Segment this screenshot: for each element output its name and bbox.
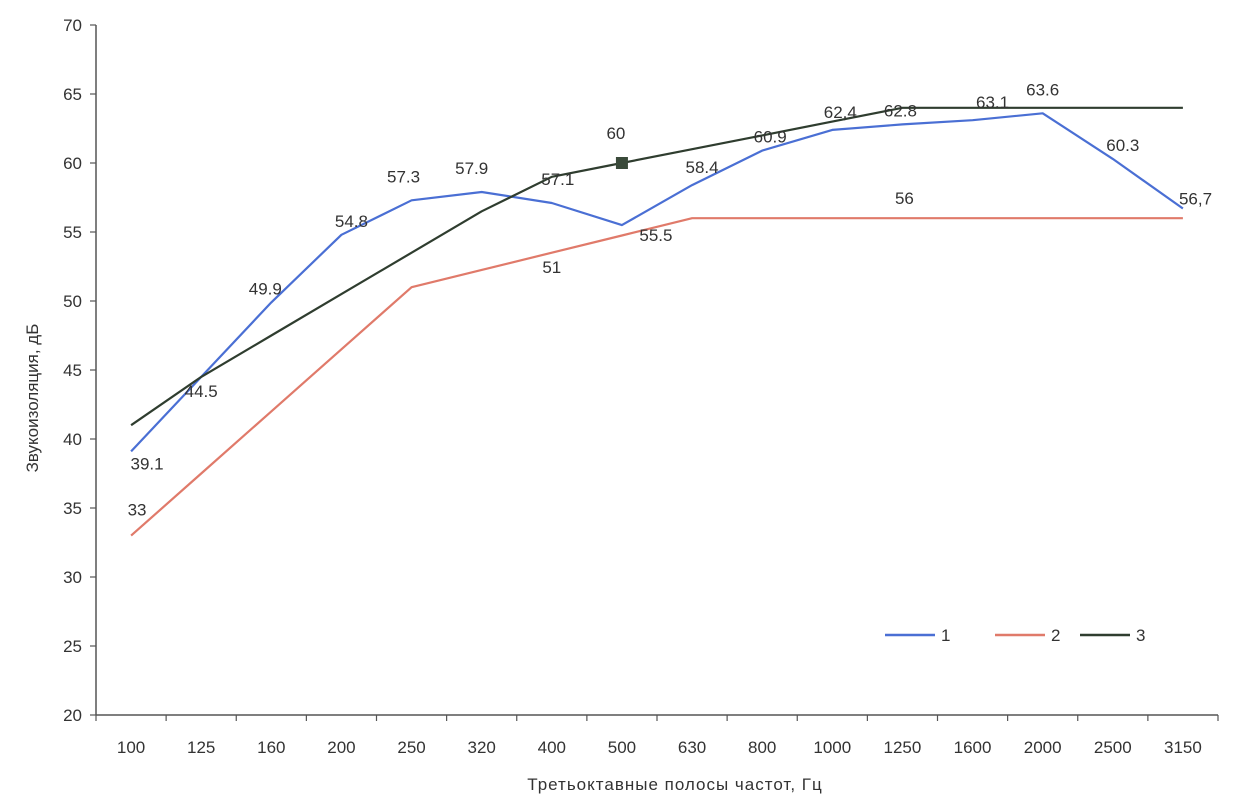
x-tick-label: 500: [608, 738, 636, 757]
x-tick-label: 250: [397, 738, 425, 757]
legend-label-1: 1: [941, 626, 950, 645]
series-1-data-label: 54.8: [335, 212, 368, 231]
x-tick-label: 1000: [813, 738, 851, 757]
y-tick-label: 25: [63, 637, 82, 656]
series-1-data-label: 44.5: [185, 382, 218, 401]
series-2-data-label: 51: [542, 258, 561, 277]
series-1-data-label: 57.3: [387, 167, 420, 186]
series-3-data-label: 60: [606, 124, 625, 143]
x-tick-label: 1600: [954, 738, 992, 757]
x-tick-label: 125: [187, 738, 215, 757]
y-tick-label: 45: [63, 361, 82, 380]
series-1-data-label: 57.1: [541, 170, 574, 189]
series-3-line: [130, 106, 1183, 427]
y-tick-label: 40: [63, 430, 82, 449]
x-tick-label: 320: [468, 738, 496, 757]
series-2-data-label: 33: [128, 501, 147, 520]
y-tick-label: 55: [63, 223, 82, 242]
series-1-data-label: 49.9: [249, 279, 282, 298]
y-tick-label: 60: [63, 154, 82, 173]
y-tick-label: 70: [63, 16, 82, 35]
series-1-data-label: 55.5: [639, 226, 672, 245]
legend-label-3: 3: [1136, 626, 1145, 645]
y-tick-label: 35: [63, 499, 82, 518]
series-1-data-label: 60.9: [754, 128, 787, 147]
x-tick-label: 800: [748, 738, 776, 757]
x-tick-label: 2000: [1024, 738, 1062, 757]
legend: 1 2 3: [885, 626, 1145, 645]
series-3-marker: [615, 157, 628, 169]
y-axis-title: Звукоизоляция, дБ: [23, 324, 42, 473]
x-tick-label: 630: [678, 738, 706, 757]
series-1-data-label: 62.8: [884, 101, 917, 120]
x-tick-label: 400: [538, 738, 566, 757]
y-tick-label: 30: [63, 568, 82, 587]
series-1-data-label: 62,4: [824, 103, 857, 122]
legend-label-2: 2: [1051, 626, 1060, 645]
series-1-data-label: 63.1: [976, 93, 1009, 112]
series-1-data-label: 60.3: [1106, 136, 1139, 155]
x-tick-label: 100: [117, 738, 145, 757]
series-2-line: [130, 217, 1183, 537]
series-1-data-label: 63.6: [1026, 80, 1059, 99]
series-1-line: [130, 112, 1184, 453]
series-1-data-label: 56,7: [1179, 190, 1212, 209]
x-tick-label: 160: [257, 738, 285, 757]
x-tick-label: 1250: [884, 738, 922, 757]
x-tick-label: 3150: [1164, 738, 1202, 757]
data-labels: 39.1 44.5 49.9 54.8 57.3 57.9 57.1 55.5 58.4 60.9…: [128, 80, 1212, 519]
y-tick-label: 65: [63, 85, 82, 104]
series-1-data-label: 39.1: [131, 454, 164, 473]
series-1-data-label: 57.9: [455, 159, 488, 178]
y-tick-label: 20: [63, 706, 82, 725]
series-1-data-label: 58.4: [686, 158, 719, 177]
y-tick-label: 50: [63, 292, 82, 311]
series-2-data-label: 56: [895, 189, 914, 208]
x-tick-label: 2500: [1094, 738, 1132, 757]
x-axis-title: Третьоктавные полосы частот, Гц: [527, 775, 822, 794]
x-tick-label: 200: [327, 738, 355, 757]
series-layer: [130, 106, 1184, 537]
